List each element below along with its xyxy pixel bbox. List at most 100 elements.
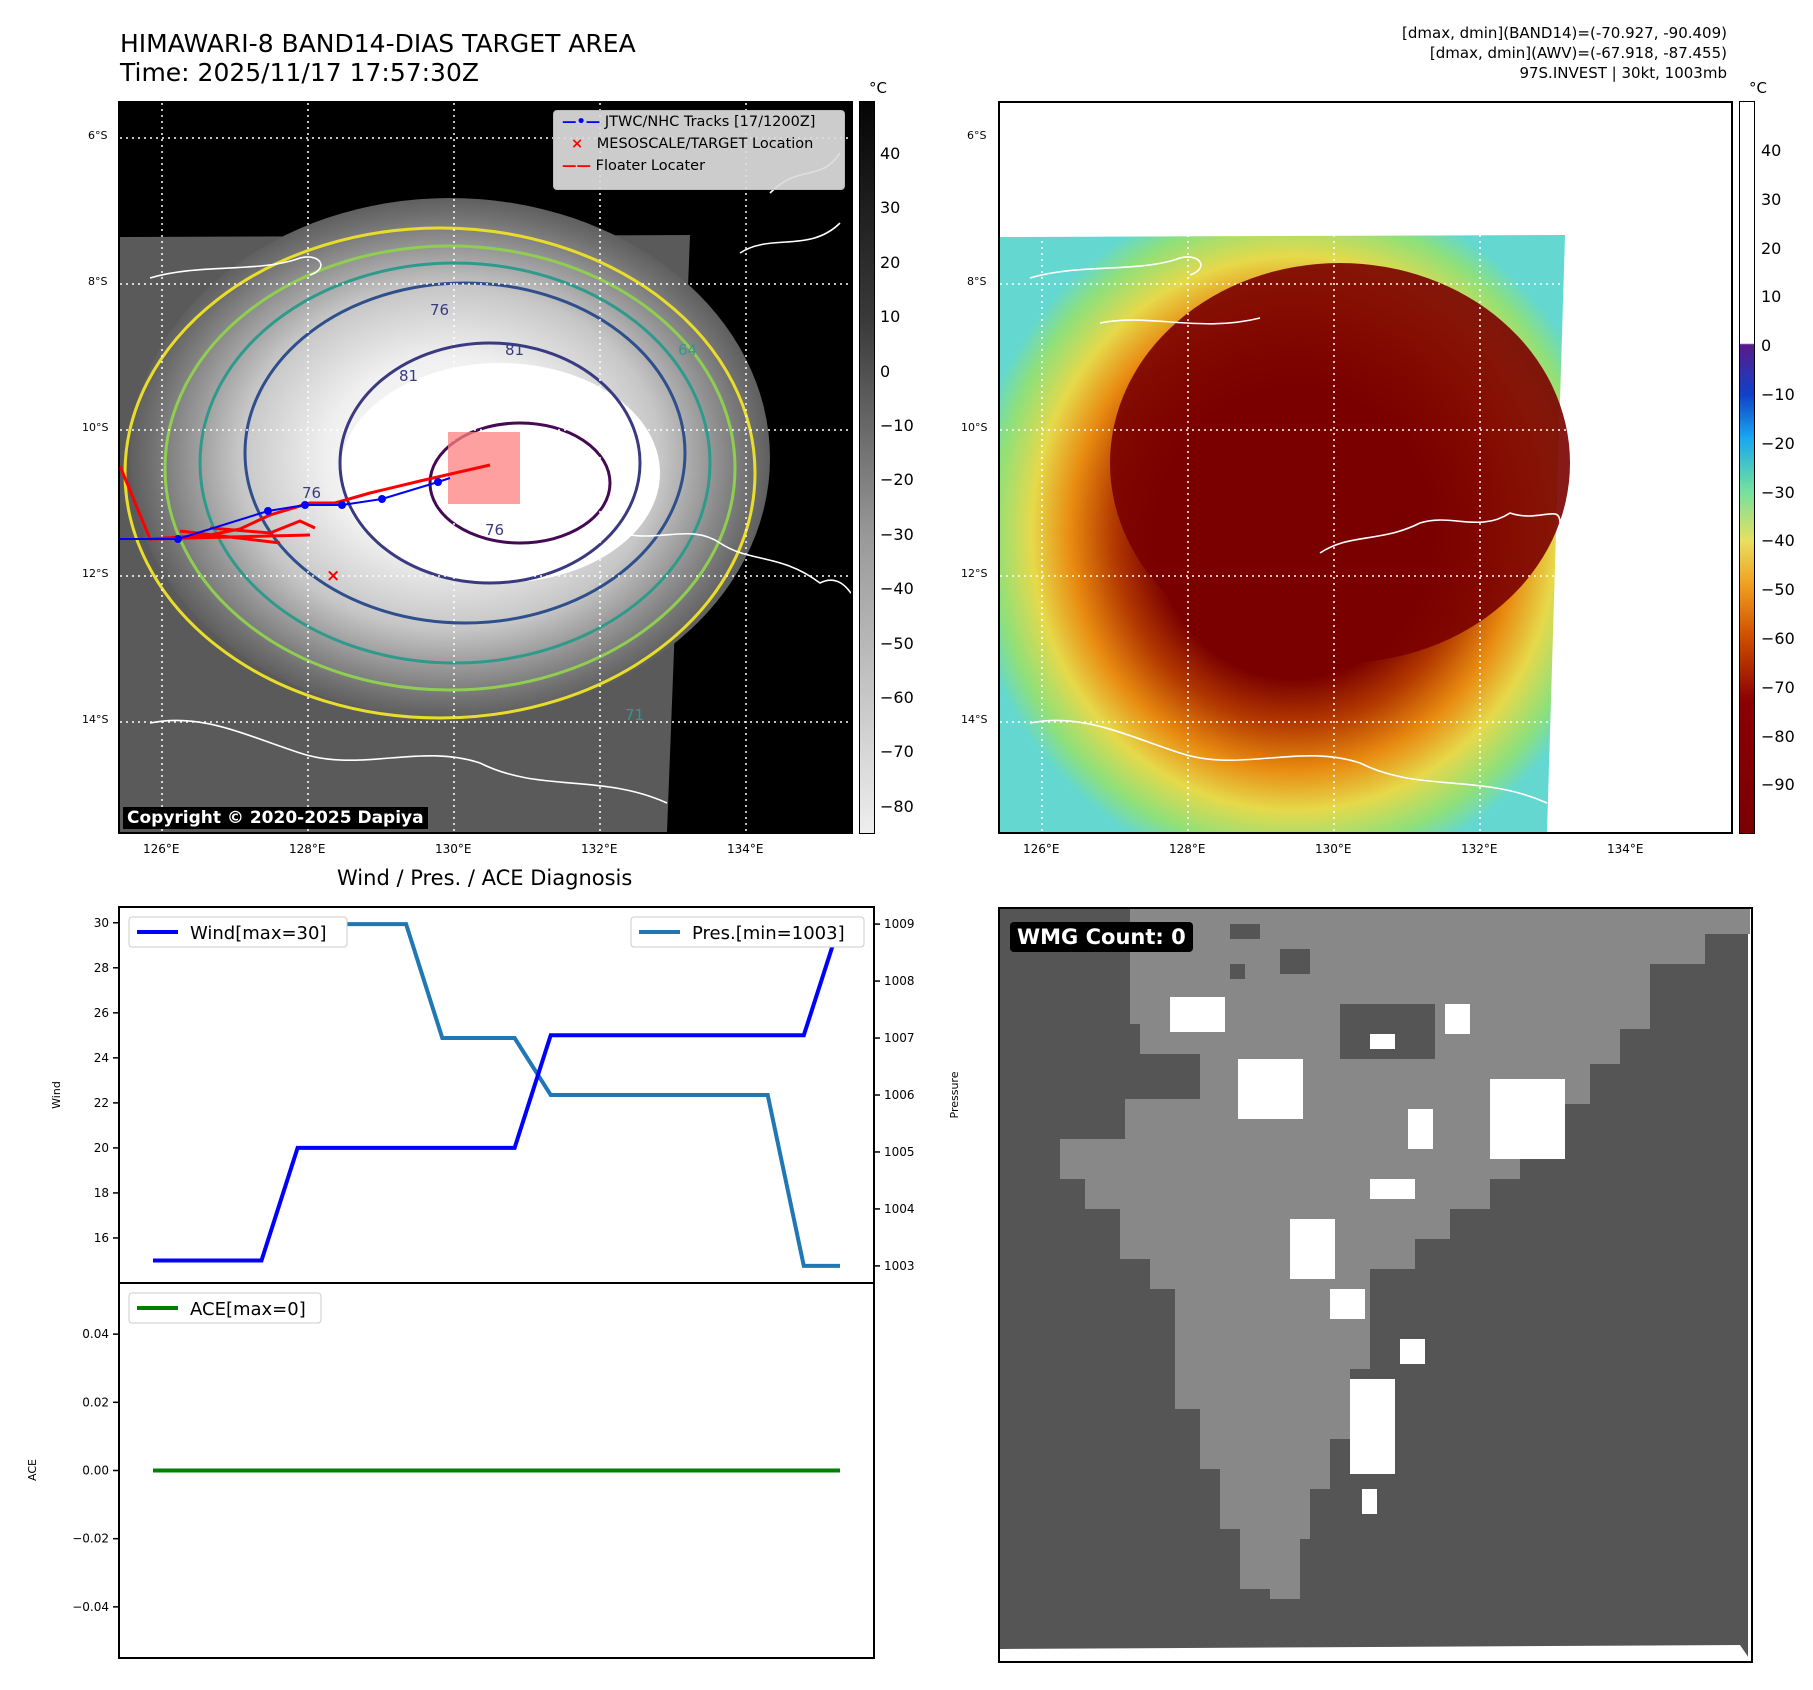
colorbar-tick-label: 20 bbox=[1761, 238, 1782, 258]
colorbar-tick-label: −80 bbox=[880, 796, 914, 816]
wind-axis-label: Wind bbox=[50, 1081, 63, 1109]
wind-legend-label: Wind[max=30] bbox=[190, 923, 327, 944]
colorbar-tick-label: −20 bbox=[1761, 433, 1795, 453]
wmg-cell bbox=[1170, 997, 1225, 1032]
lat-label: 12°S bbox=[82, 567, 109, 580]
axis-tick-label: 0.04 bbox=[82, 1327, 109, 1341]
track-point bbox=[378, 495, 386, 503]
jtwc-track-line bbox=[120, 477, 451, 540]
lon-label: 130°E bbox=[435, 842, 472, 856]
axis-tick-label: 26 bbox=[94, 1006, 109, 1020]
axis-tick-label: 1006 bbox=[884, 1088, 915, 1102]
lat-label: 6°S bbox=[967, 129, 987, 142]
lon-label: 132°E bbox=[581, 842, 618, 856]
wmg-cell bbox=[1290, 1219, 1335, 1279]
colorbar-tick-label: −20 bbox=[880, 470, 914, 490]
lon-label: 134°E bbox=[727, 842, 764, 856]
wmg-cell bbox=[1408, 1109, 1433, 1149]
contour-label: 76 bbox=[485, 521, 504, 539]
lon-label: 126°E bbox=[1023, 842, 1060, 856]
colorbar-tick-label: −40 bbox=[1761, 531, 1795, 551]
contour-label: 81 bbox=[399, 367, 418, 385]
contour-label: 81 bbox=[505, 341, 524, 359]
axis-tick-label: 28 bbox=[94, 961, 109, 975]
copyright-label: Copyright © 2020-2025 Dapiya bbox=[123, 807, 428, 829]
axis-tick-label: 1007 bbox=[884, 1031, 915, 1045]
lon-label: 134°E bbox=[1607, 842, 1644, 856]
floater-locater-line bbox=[120, 463, 491, 545]
info-band14-range: [dmax, dmin](BAND14)=(-70.927, -90.409) bbox=[1402, 24, 1727, 42]
colorbar-tick-label: −90 bbox=[1761, 775, 1795, 795]
lat-label: 8°S bbox=[967, 275, 987, 288]
ir-colorbar bbox=[859, 101, 875, 834]
axis-tick-label: 16 bbox=[94, 1231, 109, 1245]
coastline-islands bbox=[1099, 317, 1261, 325]
awv-colorbar-unit: °C bbox=[1749, 79, 1767, 97]
lat-label: 10°S bbox=[961, 421, 988, 434]
colorbar-tick-label: 0 bbox=[1761, 336, 1772, 356]
wmg-cell bbox=[1350, 1379, 1395, 1474]
colorbar-tick-label: −10 bbox=[880, 416, 914, 435]
coastline-south bbox=[1029, 719, 1548, 804]
axis-tick-label: 1005 bbox=[884, 1145, 915, 1159]
awv-map-panel bbox=[998, 101, 1733, 834]
ir-map-canvas: × 76 81 81 64 71 76 76 bbox=[120, 103, 851, 832]
contour-label: 76 bbox=[302, 484, 321, 502]
awv-colorbar bbox=[1739, 101, 1755, 834]
axis-tick-label: 1003 bbox=[884, 1259, 915, 1273]
axis-tick-label: 1009 bbox=[884, 917, 915, 931]
wmg-cell bbox=[1238, 1059, 1303, 1119]
colorbar-tick-label: −80 bbox=[1761, 726, 1795, 746]
figure-title: HIMAWARI-8 BAND14-DIAS TARGET AREA bbox=[120, 29, 636, 58]
axis-tick-label: 22 bbox=[94, 1096, 109, 1110]
colorbar-tick-label: −70 bbox=[880, 742, 914, 762]
lat-label: 14°S bbox=[961, 713, 988, 726]
colorbar-tick-label: 40 bbox=[880, 144, 901, 163]
colorbar-tick-label: 10 bbox=[1761, 287, 1782, 307]
contour-label: 76 bbox=[430, 301, 449, 319]
pressure-series-line bbox=[153, 922, 840, 1268]
axis-tick-label: 0.02 bbox=[82, 1395, 109, 1409]
wmg-nodata-edge bbox=[1000, 1645, 1751, 1661]
coastline-east bbox=[1319, 512, 1561, 554]
wmg-canvas bbox=[1000, 909, 1751, 1661]
pressure-legend: Pres.[min=1003] bbox=[630, 916, 865, 948]
ace-legend-label: ACE[max=0] bbox=[190, 1299, 306, 1320]
ir-colorbar-unit: °C bbox=[869, 79, 887, 97]
contour-indigo bbox=[338, 341, 642, 585]
target-location-marker: × bbox=[326, 566, 340, 586]
axis-tick-label: 0.00 bbox=[82, 1464, 109, 1478]
track-point bbox=[301, 501, 309, 509]
colorbar-tick-label: −50 bbox=[880, 633, 914, 653]
wmg-cell bbox=[1400, 1339, 1425, 1364]
coastline-south bbox=[149, 719, 668, 804]
lat-label: 14°S bbox=[82, 713, 109, 726]
axis-tick-label: −0.04 bbox=[72, 1600, 109, 1614]
legend-floater: —— Floater Locater bbox=[562, 158, 706, 174]
lon-label: 128°E bbox=[289, 842, 326, 856]
contour-teal bbox=[198, 261, 712, 665]
lat-label: 8°S bbox=[88, 275, 108, 288]
axis-tick-label: −0.02 bbox=[72, 1532, 109, 1546]
track-point bbox=[264, 507, 272, 515]
map-legend: —•— JTWC/NHC Tracks [17/1200Z] × MESOSCA… bbox=[553, 110, 845, 190]
contour-green bbox=[163, 244, 737, 692]
axis-tick-label: 20 bbox=[94, 1141, 109, 1155]
colorbar-tick-label: −70 bbox=[1761, 677, 1795, 697]
ace-axis-label: ACE bbox=[26, 1459, 39, 1481]
lon-label: 130°E bbox=[1315, 842, 1352, 856]
ir-map-panel: × 76 81 81 64 71 76 76 —•— JTWC/NHC Trac… bbox=[118, 101, 853, 834]
coastline-east bbox=[619, 532, 851, 594]
colorbar-tick-label: −40 bbox=[880, 579, 914, 599]
awv-map-canvas bbox=[1000, 103, 1731, 832]
lon-label: 128°E bbox=[1169, 842, 1206, 856]
awv-cold-core bbox=[1110, 263, 1570, 663]
legend-tracks: —•— JTWC/NHC Tracks [17/1200Z] bbox=[562, 114, 816, 130]
figure-time: Time: 2025/11/17 17:57:30Z bbox=[120, 58, 479, 87]
coastline-north-west bbox=[149, 256, 322, 279]
contour-yellow bbox=[123, 226, 757, 720]
colorbar-tick-label: −60 bbox=[1761, 629, 1795, 648]
colorbar-tick-label: 40 bbox=[1761, 141, 1782, 160]
coastline-north-west bbox=[1029, 256, 1202, 279]
colorbar-tick-label: −10 bbox=[1761, 385, 1795, 404]
